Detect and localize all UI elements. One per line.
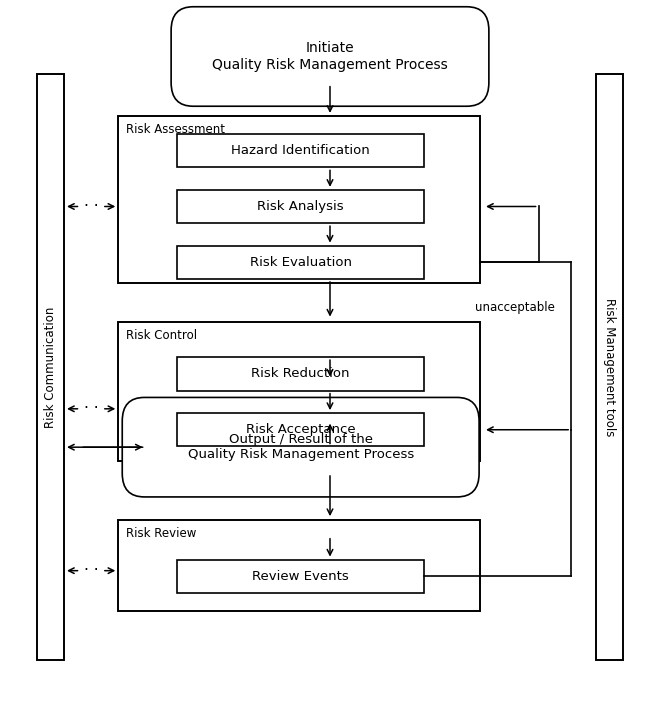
Text: Risk Reduction: Risk Reduction [251,367,350,381]
Text: Risk Evaluation: Risk Evaluation [249,256,352,269]
Bar [118,322,480,461]
Text: · ·: · · [84,199,98,214]
Bar [118,520,480,611]
Text: Risk Analysis: Risk Analysis [257,200,344,213]
Bar [177,357,424,390]
Bar [37,74,64,660]
Text: Risk Management tools: Risk Management tools [603,298,616,436]
FancyBboxPatch shape [122,397,479,497]
Text: unacceptable: unacceptable [475,301,555,314]
FancyBboxPatch shape [171,7,489,106]
Bar [177,246,424,279]
Bar [118,116,480,283]
Bar [596,74,623,660]
Text: Risk Assessment: Risk Assessment [126,123,225,136]
Text: Output / Result of the
Quality Risk Management Process: Output / Result of the Quality Risk Mana… [187,433,414,461]
Bar [177,134,424,167]
Bar [177,190,424,223]
Bar [177,413,424,446]
Text: · ·: · · [84,563,98,578]
Text: Risk Review: Risk Review [126,527,197,540]
Text: Hazard Identification: Hazard Identification [231,144,370,157]
Text: Risk Control: Risk Control [126,328,197,342]
Text: Risk Acceptance: Risk Acceptance [246,423,356,436]
Text: Risk Communication: Risk Communication [44,306,57,428]
Text: Initiate
Quality Risk Management Process: Initiate Quality Risk Management Process [212,42,448,71]
Text: · ·: · · [84,401,98,417]
Bar [177,560,424,593]
Text: Review Events: Review Events [252,570,349,582]
